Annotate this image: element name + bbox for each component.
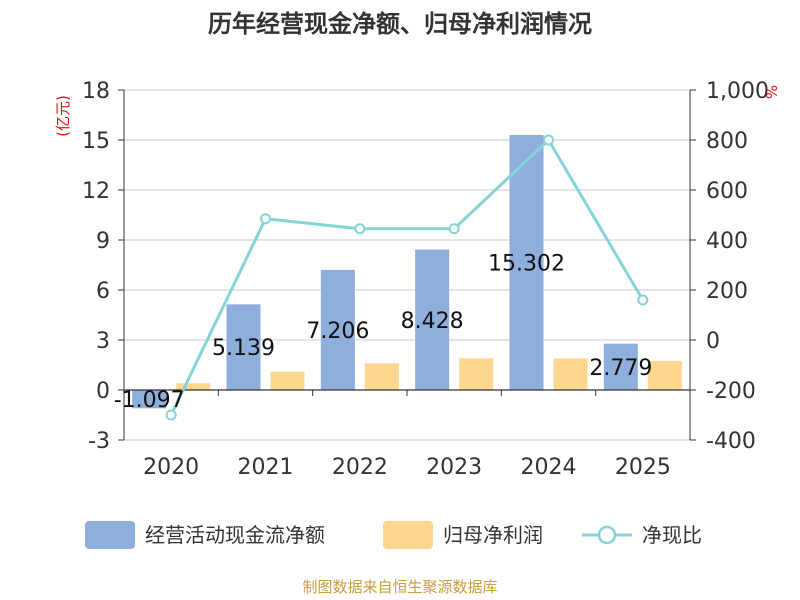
legend-label-cashflow: 经营活动现金流净额 (145, 523, 325, 547)
left-axis-label: (亿元) (54, 95, 72, 137)
left-tick-label: 18 (82, 79, 110, 104)
legend-marker-ratio (597, 525, 617, 545)
bar-value-label: 7.206 (306, 319, 369, 344)
zero-axis (123, 389, 691, 396)
bar-cashflow-2022 (320, 269, 355, 390)
ratio-point-2021 (260, 213, 271, 225)
x-tick-label: 2025 (615, 455, 671, 480)
bars (132, 134, 682, 409)
left-tick-label: 6 (96, 279, 110, 304)
bar-value-label: 15.302 (488, 251, 565, 276)
chart-title: 历年经营现金净额、归母净利润情况 (208, 10, 592, 38)
bar-cashflow-2023 (415, 249, 450, 390)
right-axis-ticks: -400 -200 0 200 400 600 800 1,000 (689, 79, 769, 454)
right-tick-label: 200 (706, 279, 748, 304)
bar-value-label: 5.139 (212, 336, 275, 361)
ratio-line-path (169, 137, 645, 416)
legend-label-ratio: 净现比 (642, 523, 702, 547)
right-tick-label: -400 (706, 429, 756, 454)
right-tick-label: 800 (706, 129, 748, 154)
bar-cashflow-2025 (603, 343, 638, 390)
bar-value-label: -1.097 (114, 388, 185, 413)
legend-swatch-profit (383, 521, 433, 549)
x-tick-label: 2022 (332, 455, 388, 480)
ratio-line (165, 134, 649, 421)
left-tick-label: 15 (82, 129, 110, 154)
right-tick-label: 1,000 (706, 79, 769, 104)
ratio-point-2022 (354, 223, 366, 235)
x-tick-label: 2021 (238, 455, 294, 480)
ratio-point-2025 (637, 294, 649, 306)
x-tick-label: 2020 (143, 455, 199, 480)
bar-value-label: 8.428 (401, 309, 464, 334)
ratio-point-2020 (165, 409, 177, 421)
bar-labels: -1.097 5.139 7.206 8.428 15.302 2.779 (114, 251, 653, 413)
left-tick-label: -3 (88, 429, 110, 454)
left-tick-label: 0 (96, 379, 110, 404)
left-axis-ticks: -3 0 3 6 9 12 15 18 (82, 79, 125, 454)
source-note: 制图数据来自恒生聚源数据库 (302, 578, 497, 596)
right-tick-label: 600 (706, 179, 748, 204)
bar-cashflow-2020 (132, 390, 167, 409)
x-tick-label: 2023 (426, 455, 482, 480)
ratio-point-2024 (543, 134, 554, 146)
bar-profit-2023 (459, 358, 494, 390)
bar-value-label: 2.779 (589, 356, 652, 381)
x-axis-ticks: 2020 2021 2022 2023 2024 2025 (143, 455, 671, 480)
bar-cashflow-2024 (509, 134, 544, 390)
legend-label-profit: 归母净利润 (443, 523, 543, 547)
bar-profit-2024 (553, 358, 588, 390)
bar-profit-2022 (364, 363, 399, 390)
bar-profit-2021 (270, 371, 305, 390)
bar-cashflow-2021 (226, 304, 261, 390)
legend-swatch-cashflow (85, 521, 135, 549)
left-tick-label: 12 (82, 179, 110, 204)
right-tick-label: 0 (706, 329, 720, 354)
ratio-point-2023 (448, 223, 460, 235)
legend[interactable]: 经营活动现金流净额 归母净利润 净现比 (85, 521, 702, 549)
left-tick-label: 9 (96, 229, 110, 254)
bar-profit-2020 (176, 383, 211, 390)
bar-profit-2025 (647, 360, 682, 390)
right-tick-label: -200 (706, 379, 756, 404)
right-tick-label: 400 (706, 229, 748, 254)
right-axis-label: % (762, 85, 780, 99)
left-tick-label: 3 (96, 329, 110, 354)
x-tick-label: 2024 (521, 455, 577, 480)
